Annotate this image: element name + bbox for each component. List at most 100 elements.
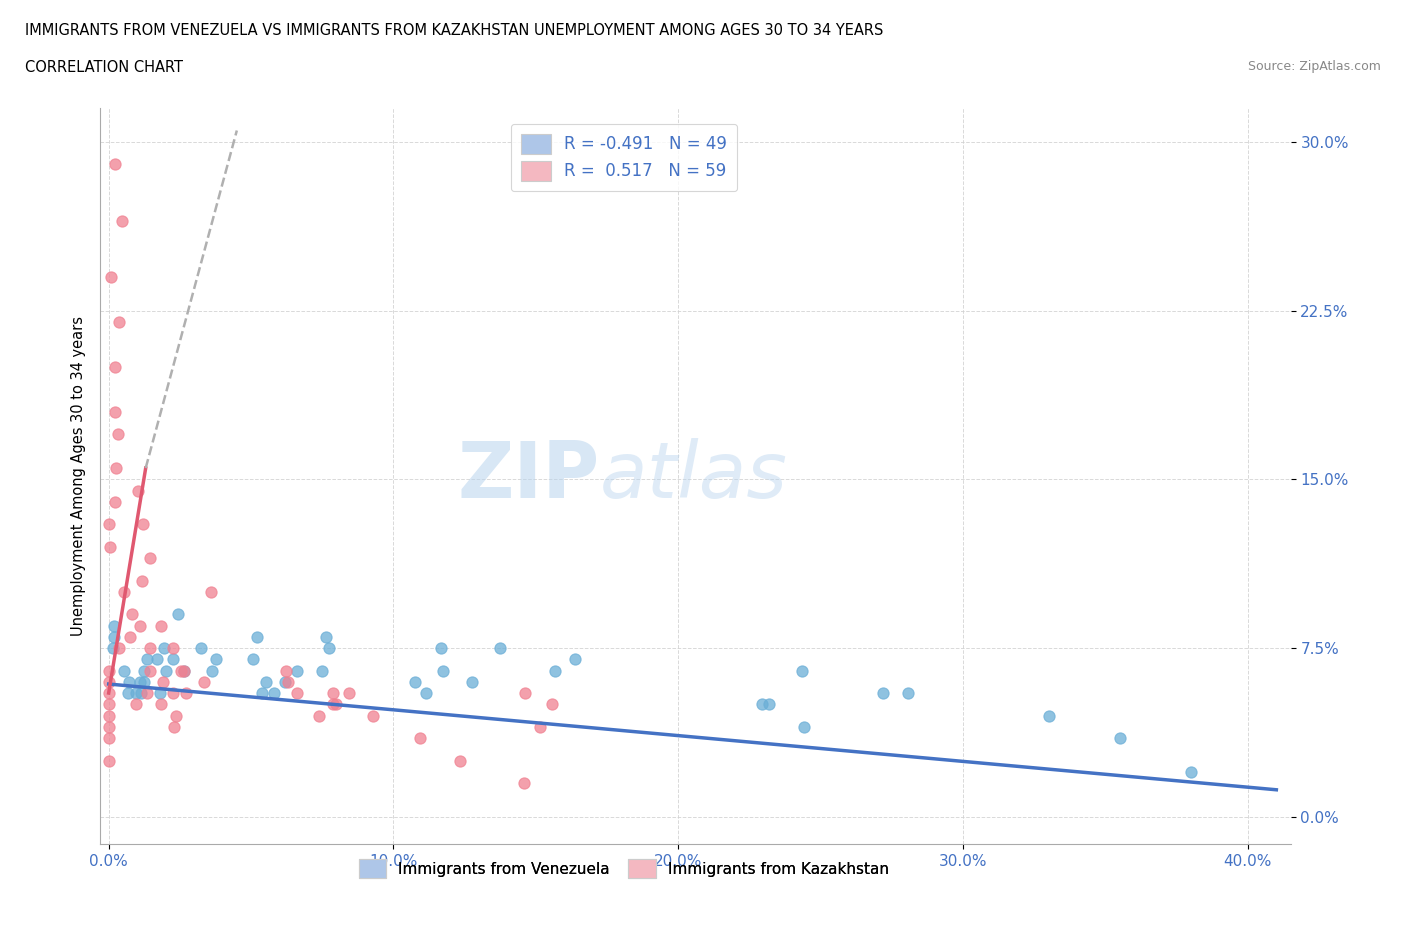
Point (134, 663, 156, 678)
Point (107, 427, 129, 442)
Point (121, 607, 143, 622)
Point (97, 663, 120, 678)
Point (112, 663, 135, 678)
Point (173, 663, 195, 678)
Point (322, 697, 344, 711)
Point (897, 685, 920, 700)
Point (544, 663, 567, 678)
Text: Source: ZipAtlas.com: Source: ZipAtlas.com (1247, 60, 1381, 73)
Point (155, 663, 177, 678)
Point (103, 641, 125, 656)
Point (127, 483, 149, 498)
Point (150, 697, 173, 711)
Point (146, 652, 169, 667)
Point (246, 630, 269, 644)
Point (409, 731, 432, 746)
Point (513, 776, 536, 790)
Point (153, 641, 176, 656)
Point (97, 753, 120, 768)
Point (149, 685, 172, 700)
Point (250, 685, 273, 700)
Point (97, 697, 120, 711)
Point (201, 663, 224, 678)
Point (308, 708, 330, 723)
Point (97, 674, 120, 689)
Legend: Immigrants from Venezuela, Immigrants from Kazakhstan: Immigrants from Venezuela, Immigrants fr… (353, 853, 896, 884)
Point (97, 719, 120, 734)
Point (277, 674, 299, 689)
Point (254, 674, 277, 689)
Point (205, 652, 228, 667)
Point (361, 708, 384, 723)
Point (1180, 764, 1202, 779)
Point (129, 685, 152, 700)
Point (162, 685, 184, 700)
Point (132, 517, 155, 532)
Point (790, 663, 813, 678)
Point (415, 685, 437, 700)
Point (285, 685, 308, 700)
Point (325, 697, 347, 711)
Point (174, 685, 197, 700)
Point (107, 641, 129, 656)
Point (97, 708, 120, 723)
Point (793, 719, 815, 734)
Point (118, 630, 141, 644)
Point (758, 697, 780, 711)
Point (139, 663, 162, 678)
Point (529, 719, 551, 734)
Point (104, 405, 127, 419)
Point (118, 674, 141, 689)
Point (1108, 731, 1130, 746)
Point (110, 213, 132, 228)
Point (564, 652, 586, 667)
Point (112, 584, 135, 599)
Point (318, 641, 340, 656)
Point (97, 685, 120, 700)
Point (128, 618, 150, 633)
Point (170, 663, 193, 678)
Point (136, 652, 159, 667)
Point (162, 641, 184, 656)
Point (104, 359, 127, 374)
Point (751, 697, 773, 711)
Point (276, 663, 298, 678)
Point (167, 607, 190, 622)
Point (165, 708, 187, 723)
Point (200, 584, 222, 599)
Point (429, 641, 451, 656)
Point (131, 573, 153, 588)
Point (193, 674, 215, 689)
Text: IMMIGRANTS FROM VENEZUELA VS IMMIGRANTS FROM KAZAKHSTAN UNEMPLOYMENT AMONG AGES : IMMIGRANTS FROM VENEZUELA VS IMMIGRANTS … (25, 23, 884, 38)
Point (103, 495, 125, 510)
Point (404, 674, 426, 689)
Point (139, 551, 162, 565)
Point (190, 641, 212, 656)
Point (872, 685, 894, 700)
Point (98, 539, 121, 554)
Point (488, 641, 510, 656)
Point (103, 157, 125, 172)
Point (513, 685, 536, 700)
Text: atlas: atlas (600, 438, 787, 514)
Point (152, 674, 174, 689)
Point (128, 674, 150, 689)
Point (337, 685, 360, 700)
Point (449, 753, 471, 768)
Point (1038, 708, 1060, 723)
Point (311, 663, 333, 678)
Point (173, 663, 195, 678)
Point (103, 618, 125, 633)
Point (162, 652, 184, 667)
Point (263, 685, 285, 700)
Point (461, 674, 484, 689)
Point (97, 517, 120, 532)
Point (287, 663, 309, 678)
Point (242, 652, 264, 667)
Point (163, 719, 186, 734)
Point (100, 270, 122, 285)
Point (125, 685, 148, 700)
Text: CORRELATION CHART: CORRELATION CHART (25, 60, 183, 75)
Point (136, 685, 159, 700)
Point (134, 674, 156, 689)
